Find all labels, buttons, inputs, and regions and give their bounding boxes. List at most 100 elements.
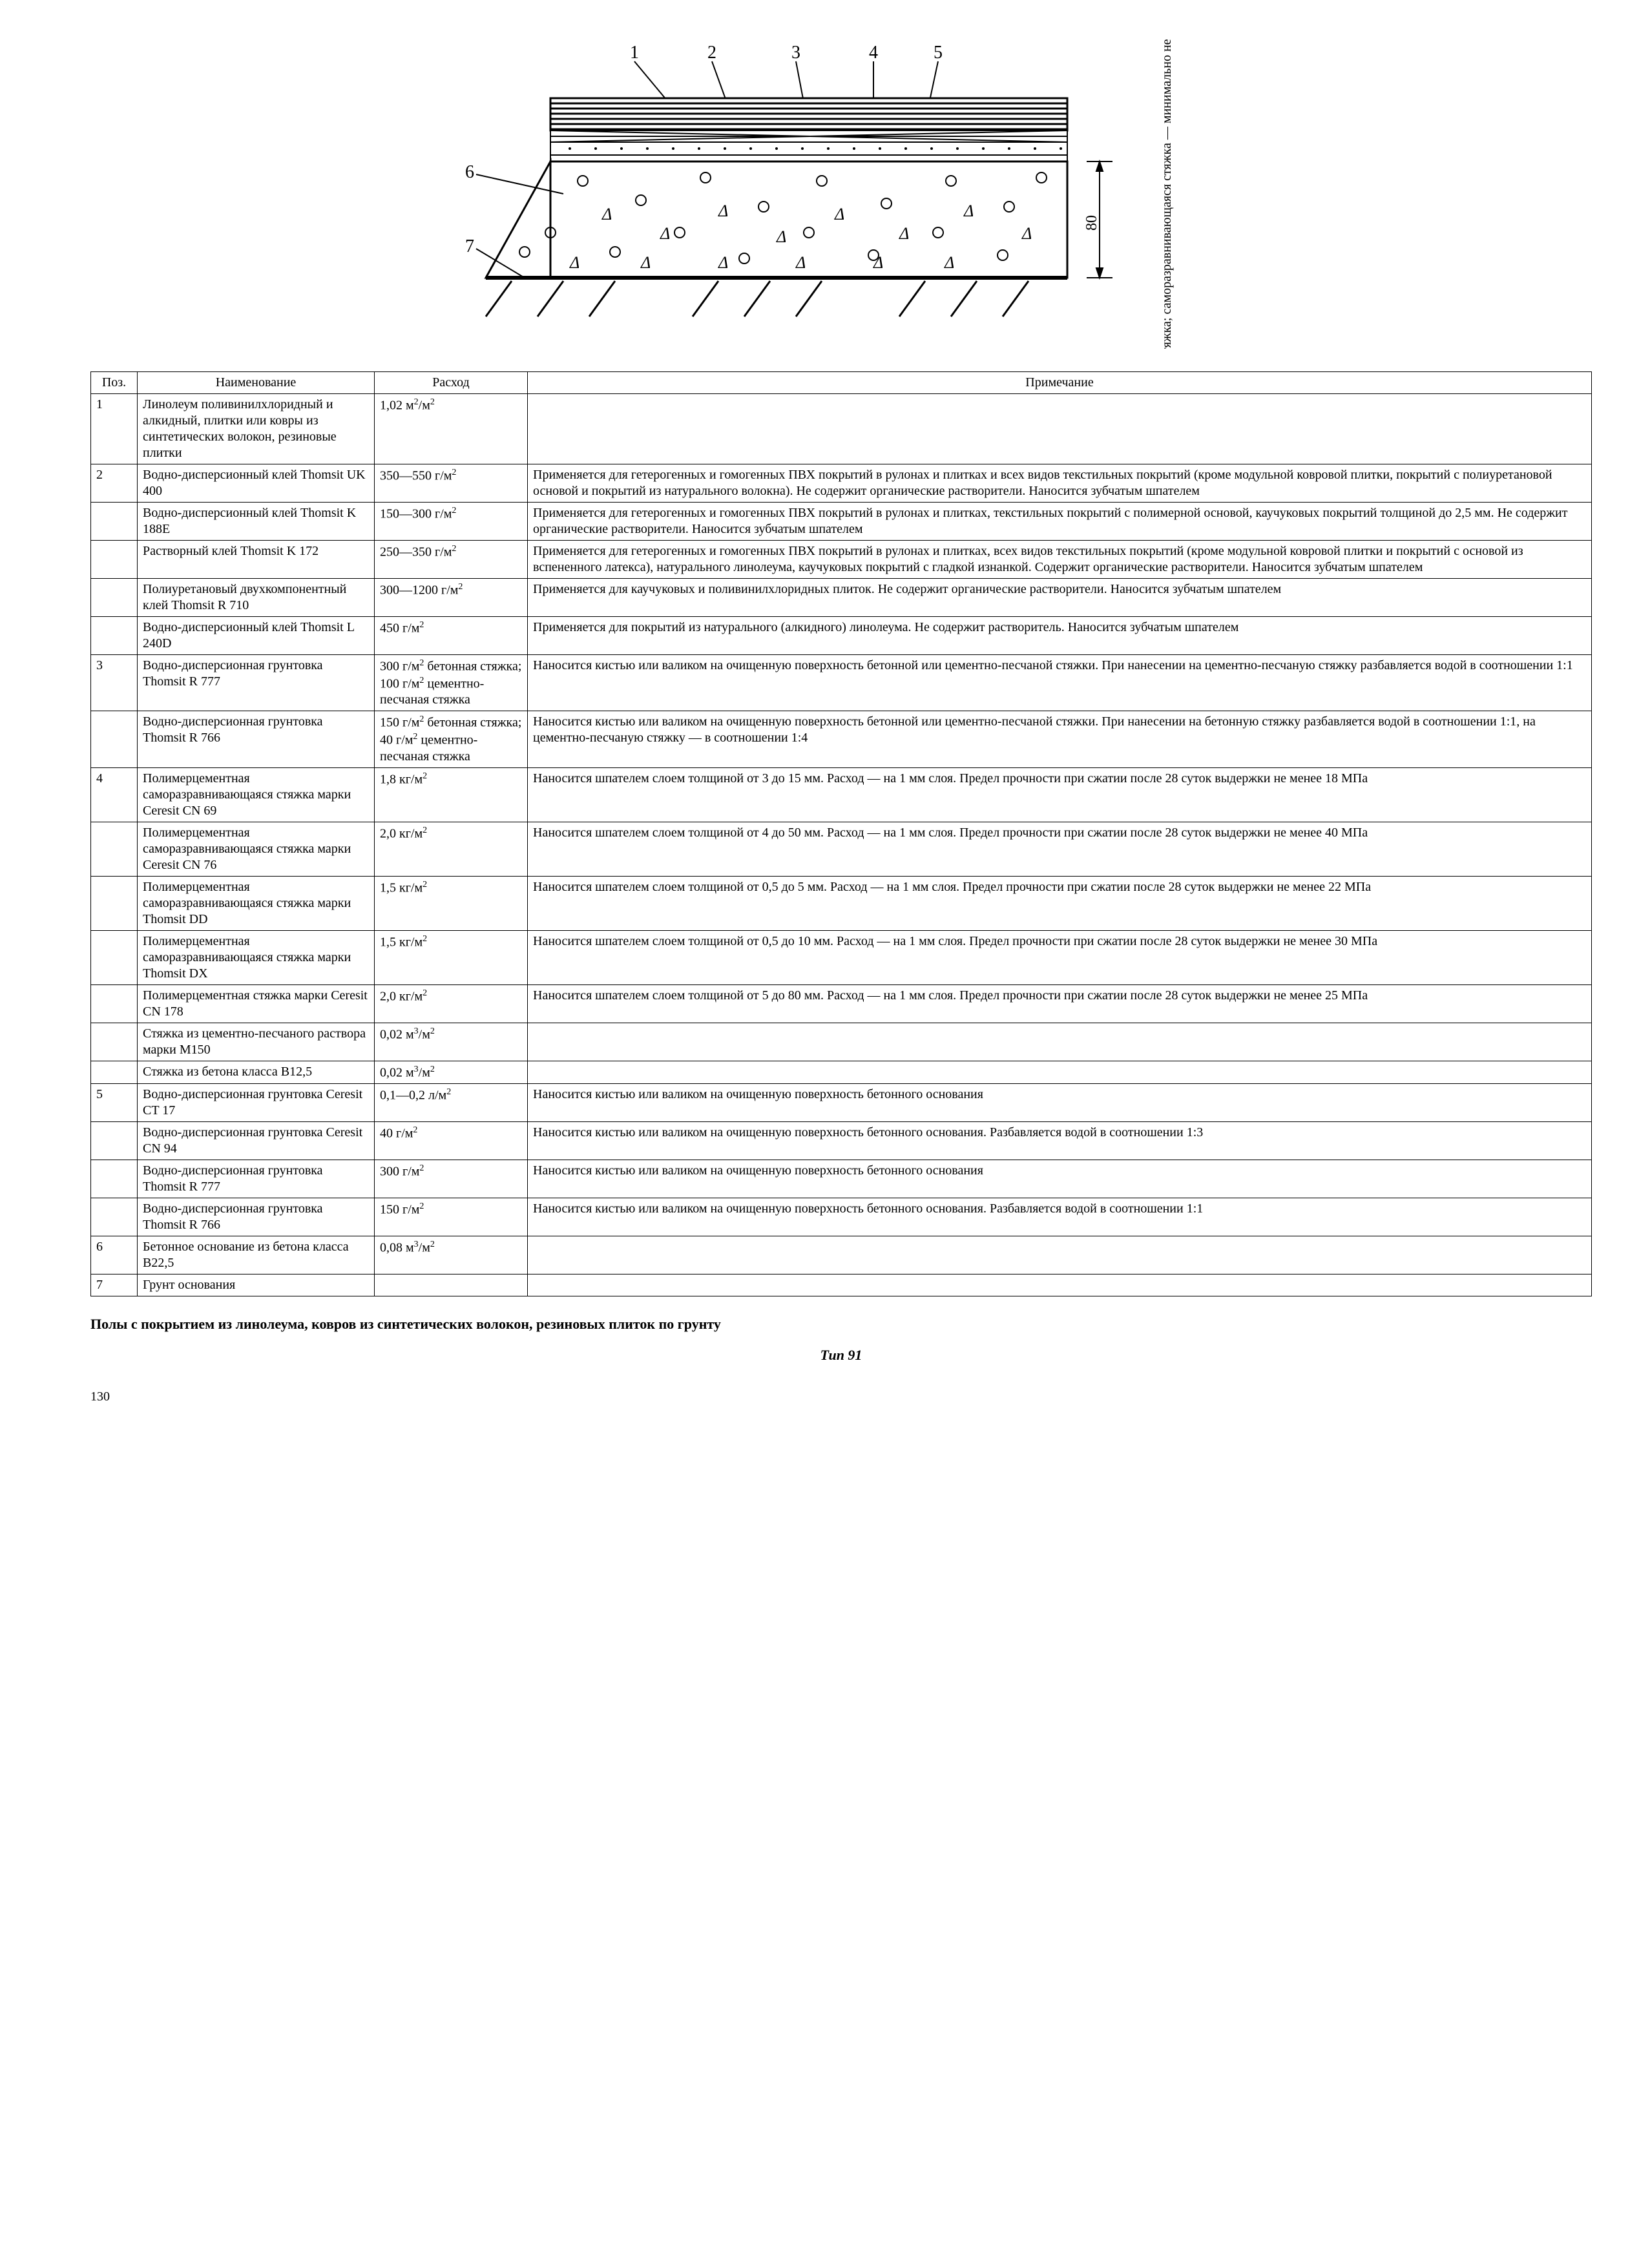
table-row: 3Водно-дисперсионная грунтовка Thomsit R… bbox=[91, 655, 1592, 711]
cell-pos bbox=[91, 822, 138, 876]
cell-name: Полиуретановый двухкомпонентный клей Tho… bbox=[138, 579, 375, 617]
svg-text:Δ: Δ bbox=[899, 224, 909, 243]
table-row: Стяжка из цементно-песчаного раствора ма… bbox=[91, 1023, 1592, 1061]
cell-note: Наносится шпателем слоем толщиной от 4 д… bbox=[528, 822, 1592, 876]
th-note: Примечание bbox=[528, 372, 1592, 394]
cell-rate: 250—350 г/м2 bbox=[375, 541, 528, 579]
cell-pos bbox=[91, 711, 138, 767]
table-row: Полиуретановый двухкомпонентный клей Tho… bbox=[91, 579, 1592, 617]
cell-note bbox=[528, 1023, 1592, 1061]
cell-note: Применяется для каучуковых и поливинилхл… bbox=[528, 579, 1592, 617]
caption: Полы с покрытием из линолеума, ковров из… bbox=[90, 1316, 1592, 1333]
callout-5: 5 bbox=[934, 43, 943, 63]
cell-name: Водно-дисперсионный клей Thomsit L 240D bbox=[138, 617, 375, 655]
cell-pos bbox=[91, 984, 138, 1023]
svg-text:20-цементно-песчаная или бетон: 20-цементно-песчаная или бетонная стяжка… bbox=[1160, 39, 1174, 349]
cell-name: Полимерцементная саморазравнивающаяся ст… bbox=[138, 822, 375, 876]
cell-name: Водно-дисперсионная грунтовка Thomsit R … bbox=[138, 711, 375, 767]
cell-rate: 0,02 м3/м2 bbox=[375, 1023, 528, 1061]
cell-rate: 0,02 м3/м2 bbox=[375, 1061, 528, 1084]
cell-note: Наносится шпателем слоем толщиной от 0,5… bbox=[528, 876, 1592, 930]
cell-name: Водно-дисперсионная грунтовка Thomsit R … bbox=[138, 1198, 375, 1236]
cell-rate: 300 г/м2 bbox=[375, 1160, 528, 1198]
cell-rate: 300—1200 г/м2 bbox=[375, 579, 528, 617]
cell-note bbox=[528, 1236, 1592, 1274]
cell-note: Наносится кистью или валиком на очищенну… bbox=[528, 1198, 1592, 1236]
callout-3: 3 bbox=[791, 43, 800, 63]
svg-text:Δ: Δ bbox=[660, 224, 670, 243]
cell-name: Полимерцементная саморазравнивающаяся ст… bbox=[138, 767, 375, 822]
svg-text:Δ: Δ bbox=[873, 253, 883, 272]
svg-text:Δ: Δ bbox=[776, 227, 786, 246]
cell-name: Полимерцементная саморазравнивающаяся ст… bbox=[138, 930, 375, 984]
cell-pos bbox=[91, 876, 138, 930]
cell-rate: 0,08 м3/м2 bbox=[375, 1236, 528, 1274]
cell-rate: 300 г/м2 бетонная стяжка; 100 г/м2 цемен… bbox=[375, 655, 528, 711]
cell-rate: 0,1—0,2 л/м2 bbox=[375, 1084, 528, 1122]
cell-note: Наносится кистью или валиком на очищенну… bbox=[528, 1160, 1592, 1198]
cell-rate: 150—300 г/м2 bbox=[375, 503, 528, 541]
cell-name: Полимерцементная стяжка марки Ceresit CN… bbox=[138, 984, 375, 1023]
svg-text:Δ: Δ bbox=[718, 202, 728, 220]
spec-table: Поз. Наименование Расход Примечание 1Лин… bbox=[90, 371, 1592, 1296]
cell-note: Применяется для гетерогенных и гомогенны… bbox=[528, 503, 1592, 541]
th-pos: Поз. bbox=[91, 372, 138, 394]
cell-note: Наносится кистью или валиком на очищенну… bbox=[528, 655, 1592, 711]
cell-name: Стяжка из цементно-песчаного раствора ма… bbox=[138, 1023, 375, 1061]
cell-pos bbox=[91, 1122, 138, 1160]
cell-name: Полимерцементная саморазравнивающаяся ст… bbox=[138, 876, 375, 930]
svg-text:Δ: Δ bbox=[795, 253, 806, 272]
svg-text:Δ: Δ bbox=[718, 253, 728, 272]
cell-pos bbox=[91, 1198, 138, 1236]
cell-rate: 1,8 кг/м2 bbox=[375, 767, 528, 822]
cell-pos: 3 bbox=[91, 655, 138, 711]
cell-pos bbox=[91, 1061, 138, 1084]
cell-rate: 1,5 кг/м2 bbox=[375, 876, 528, 930]
cell-name: Водно-дисперсионная грунтовка Thomsit R … bbox=[138, 1160, 375, 1198]
side-note: 20-цементно-песчаная или бетонная стяжка… bbox=[1160, 39, 1174, 349]
table-row: 4Полимерцементная саморазравнивающаяся с… bbox=[91, 767, 1592, 822]
cell-note bbox=[528, 394, 1592, 464]
cell-pos bbox=[91, 1023, 138, 1061]
cell-rate bbox=[375, 1274, 528, 1296]
svg-text:Δ: Δ bbox=[944, 253, 954, 272]
callout-6: 6 bbox=[465, 162, 474, 182]
cell-note: Применяется для гетерогенных и гомогенны… bbox=[528, 541, 1592, 579]
cell-rate: 350—550 г/м2 bbox=[375, 464, 528, 503]
table-row: Водно-дисперсионная грунтовка Thomsit R … bbox=[91, 1198, 1592, 1236]
cell-name: Водно-дисперсионный клей Thomsit UK 400 bbox=[138, 464, 375, 503]
table-row: 2Водно-дисперсионный клей Thomsit UK 400… bbox=[91, 464, 1592, 503]
cell-note bbox=[528, 1061, 1592, 1084]
table-row: Полимерцементная саморазравнивающаяся ст… bbox=[91, 822, 1592, 876]
svg-text:Δ: Δ bbox=[1021, 224, 1032, 243]
cell-note: Наносится кистью или валиком на очищенну… bbox=[528, 711, 1592, 767]
cell-rate: 150 г/м2 bbox=[375, 1198, 528, 1236]
table-row: 6Бетонное основание из бетона класса В22… bbox=[91, 1236, 1592, 1274]
callout-4: 4 bbox=[869, 43, 878, 63]
cell-note: Наносится кистью или валиком на очищенну… bbox=[528, 1084, 1592, 1122]
cell-pos bbox=[91, 579, 138, 617]
table-row: Полимерцементная саморазравнивающаяся ст… bbox=[91, 930, 1592, 984]
cell-pos bbox=[91, 541, 138, 579]
cell-note bbox=[528, 1274, 1592, 1296]
th-name: Наименование bbox=[138, 372, 375, 394]
table-row: Полимерцементная саморазравнивающаяся ст… bbox=[91, 876, 1592, 930]
cell-rate: 40 г/м2 bbox=[375, 1122, 528, 1160]
table-row: Водно-дисперсионная грунтовка Thomsit R … bbox=[91, 711, 1592, 767]
cell-note: Применяется для гетерогенных и гомогенны… bbox=[528, 464, 1592, 503]
cell-note: Наносится кистью или валиком на очищенну… bbox=[528, 1122, 1592, 1160]
page-number: 130 bbox=[90, 1389, 1592, 1404]
cell-pos bbox=[91, 1160, 138, 1198]
cell-note: Наносится шпателем слоем толщиной от 5 д… bbox=[528, 984, 1592, 1023]
cell-name: Линолеум поливинилхлоридный и алкидный, … bbox=[138, 394, 375, 464]
cell-pos: 6 bbox=[91, 1236, 138, 1274]
table-row: 1Линолеум поливинилхлоридный и алкидный,… bbox=[91, 394, 1592, 464]
table-row: Водно-дисперсионный клей Thomsit K 188E1… bbox=[91, 503, 1592, 541]
table-row: Водно-дисперсионная грунтовка Thomsit R … bbox=[91, 1160, 1592, 1198]
callout-7: 7 bbox=[465, 236, 474, 256]
cell-pos bbox=[91, 930, 138, 984]
th-rate: Расход bbox=[375, 372, 528, 394]
svg-text:Δ: Δ bbox=[601, 205, 612, 224]
cell-name: Грунт основания bbox=[138, 1274, 375, 1296]
table-row: 7Грунт основания bbox=[91, 1274, 1592, 1296]
